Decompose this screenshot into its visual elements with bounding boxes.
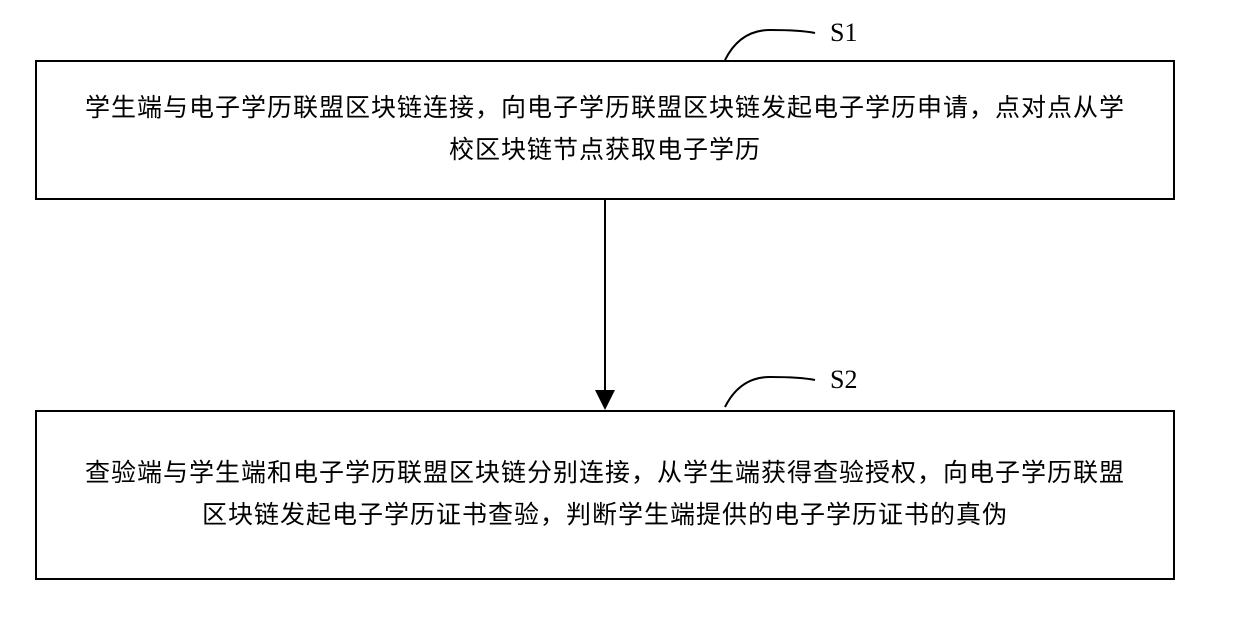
step-box-s1: 学生端与电子学历联盟区块链连接，向电子学历联盟区块链发起电子学历申请，点对点从学…	[35, 60, 1175, 200]
step-text-s2: 查验端与学生端和电子学历联盟区块链分别连接，从学生端获得查验授权，向电子学历联盟…	[77, 453, 1133, 538]
arrow-head-icon	[595, 390, 615, 410]
curve-connector-s1	[720, 25, 820, 65]
curve-connector-s2	[720, 372, 820, 412]
flowchart-container: 学生端与电子学历联盟区块链连接，向电子学历联盟区块链发起电子学历申请，点对点从学…	[0, 0, 1239, 635]
step-text-s1: 学生端与电子学历联盟区块链连接，向电子学历联盟区块链发起电子学历申请，点对点从学…	[77, 88, 1133, 173]
arrow-line	[604, 200, 606, 395]
arrow-s1-s2	[595, 200, 615, 410]
step-box-s2: 查验端与学生端和电子学历联盟区块链分别连接，从学生端获得查验授权，向电子学历联盟…	[35, 410, 1175, 580]
label-s2: S2	[830, 365, 857, 395]
label-s1: S1	[830, 18, 857, 48]
